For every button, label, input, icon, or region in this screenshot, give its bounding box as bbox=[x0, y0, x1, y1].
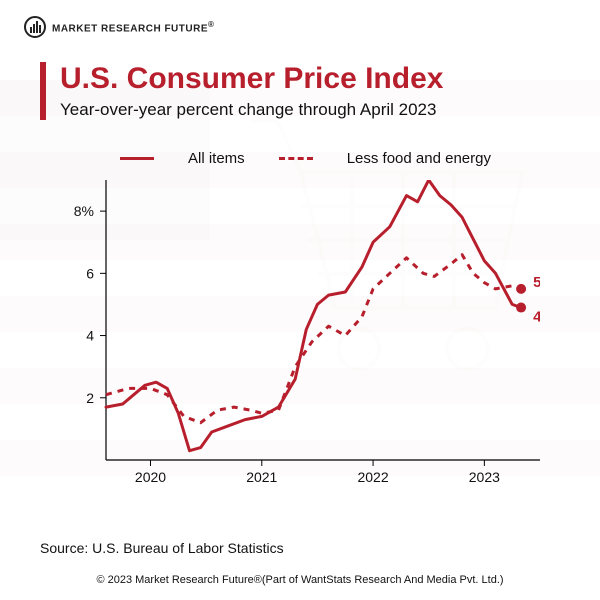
series-core bbox=[106, 255, 521, 423]
endpoint-all-items: 4.9% bbox=[516, 303, 540, 326]
endpoint-core: 5.5% bbox=[516, 274, 540, 294]
brand-name: MARKET RESEARCH FUTURE® bbox=[52, 20, 214, 34]
legend-swatch-core bbox=[279, 157, 313, 160]
svg-text:2023: 2023 bbox=[469, 469, 500, 485]
title-block: U.S. Consumer Price Index Year-over-year… bbox=[40, 62, 443, 120]
infographic-canvas: MARKET RESEARCH FUTURE® U.S. Consumer Pr… bbox=[0, 0, 600, 600]
copyright: © 2023 Market Research Future®(Part of W… bbox=[0, 574, 600, 586]
svg-text:4: 4 bbox=[86, 328, 94, 344]
x-axis: 2020 2021 2022 2023 bbox=[106, 460, 540, 485]
chart-subtitle: Year-over-year percent change through Ap… bbox=[60, 100, 443, 120]
brand-logo: MARKET RESEARCH FUTURE® bbox=[24, 16, 214, 38]
svg-text:6: 6 bbox=[86, 265, 94, 281]
chart-title: U.S. Consumer Price Index bbox=[60, 62, 443, 96]
svg-text:2: 2 bbox=[86, 390, 94, 406]
legend-label-core: Less food and energy bbox=[347, 150, 491, 167]
y-axis: 2 4 6 8% bbox=[74, 180, 106, 460]
x-tick: 2020 2021 2022 2023 bbox=[135, 460, 500, 485]
brand-logo-mark bbox=[24, 16, 46, 38]
svg-text:4.9%: 4.9% bbox=[533, 309, 540, 326]
svg-text:2022: 2022 bbox=[357, 469, 388, 485]
legend-swatch-all-items bbox=[120, 157, 154, 160]
series-all-items bbox=[106, 180, 521, 451]
svg-text:8%: 8% bbox=[74, 203, 94, 219]
svg-text:5.5%: 5.5% bbox=[533, 274, 540, 291]
legend: All items Less food and energy bbox=[120, 150, 491, 167]
svg-text:2020: 2020 bbox=[135, 469, 166, 485]
y-tick: 2 4 6 8% bbox=[74, 203, 106, 406]
cpi-line-chart: 2 4 6 8% 2020 2021 2022 2023 5.5% 4.9% bbox=[70, 180, 540, 490]
svg-text:2021: 2021 bbox=[246, 469, 277, 485]
source-line: Source: U.S. Bureau of Labor Statistics bbox=[40, 540, 284, 556]
legend-label-all-items: All items bbox=[188, 150, 245, 167]
